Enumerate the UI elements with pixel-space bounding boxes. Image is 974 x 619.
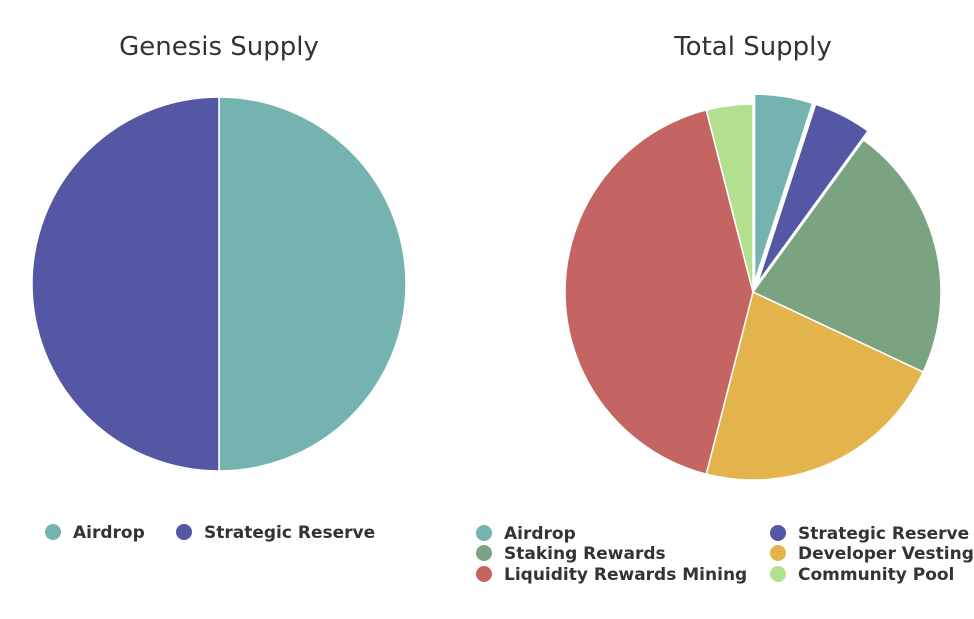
legend-label-airdrop: Airdrop: [504, 524, 576, 544]
legend-label-liquidity-rewards-mining: Liquidity Rewards Mining: [504, 565, 747, 585]
pie-slice-developer-vesting[interactable]: [705, 291, 924, 481]
pie-slice-community-pool[interactable]: [705, 103, 754, 293]
legend-label-community-pool: Community Pool: [798, 565, 954, 585]
pie-slice-strategic-reserve[interactable]: [756, 103, 869, 284]
pie-slice-strategic-reserve[interactable]: [31, 96, 220, 472]
legend-item-staking-rewards[interactable]: Staking Rewards: [476, 544, 666, 564]
total-supply-chart: Total Supply Airdrop Strategic Reserve Sta…: [476, 32, 974, 585]
legend-marker-liquidity-rewards-mining: [476, 566, 492, 582]
legend-item-liquidity-rewards-mining[interactable]: Liquidity Rewards Mining: [476, 565, 747, 585]
legend-item-community-pool[interactable]: Community Pool: [770, 565, 954, 585]
legend-marker-airdrop: [45, 524, 61, 540]
total-supply-legend: Airdrop Strategic Reserve Staking Rewards D…: [476, 524, 974, 585]
legend-marker-developer-vesting: [770, 545, 786, 561]
pie-slice-liquidity-rewards-mining[interactable]: [564, 109, 754, 475]
legend-marker-strategic-reserve: [176, 524, 192, 540]
legend-marker-airdrop: [476, 525, 492, 541]
legend-item-strategic-reserve[interactable]: Strategic Reserve: [176, 523, 375, 543]
legend-label-airdrop: Airdrop: [73, 523, 145, 543]
total-supply-pie: [564, 93, 942, 481]
legend-item-strategic-reserve[interactable]: Strategic Reserve: [770, 524, 969, 544]
legend-label-strategic-reserve: Strategic Reserve: [798, 524, 969, 544]
genesis-supply-legend: Airdrop Strategic Reserve: [45, 523, 375, 543]
legend-label-strategic-reserve: Strategic Reserve: [204, 523, 375, 543]
genesis-supply-chart: Genesis Supply Airdrop Strategic Reserve: [31, 32, 407, 543]
legend-marker-community-pool: [770, 566, 786, 582]
legend-marker-staking-rewards: [476, 545, 492, 561]
legend-marker-strategic-reserve: [770, 525, 786, 541]
legend-item-airdrop[interactable]: Airdrop: [45, 523, 145, 543]
legend-item-airdrop[interactable]: Airdrop: [476, 524, 576, 544]
genesis-supply-pie: [31, 96, 407, 472]
legend-item-developer-vesting[interactable]: Developer Vesting: [770, 544, 974, 564]
legend-label-staking-rewards: Staking Rewards: [504, 544, 666, 564]
legend-label-developer-vesting: Developer Vesting: [798, 544, 974, 564]
total-supply-title: Total Supply: [673, 32, 832, 62]
pie-slice-airdrop[interactable]: [753, 93, 814, 283]
pie-slice-airdrop[interactable]: [218, 96, 407, 472]
genesis-supply-title: Genesis Supply: [119, 32, 319, 62]
